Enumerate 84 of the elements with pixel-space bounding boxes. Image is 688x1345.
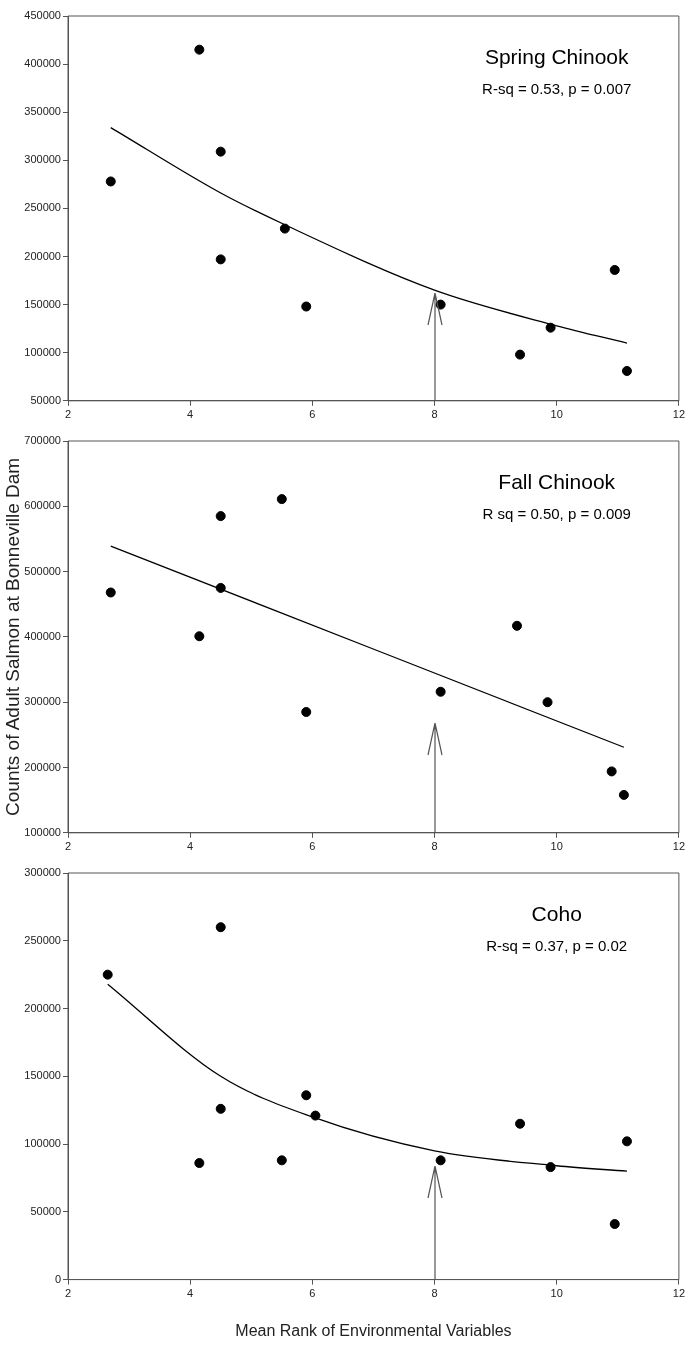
point — [215, 254, 226, 265]
y-tick-label: 600000 — [24, 499, 61, 512]
y-tick-label: 100000 — [24, 1137, 61, 1150]
point — [276, 494, 287, 505]
y-tick-label: 100000 — [24, 345, 61, 358]
x-tick-label: 12 — [672, 840, 686, 853]
y-tick-label: 250000 — [24, 933, 61, 946]
x-tick-label: 2 — [64, 840, 72, 853]
point — [215, 511, 226, 522]
y-axis-title: Counts of Adult Salmon at Bonneville Dam — [1, 457, 23, 816]
text: Fall Chinook — [498, 470, 616, 493]
point — [301, 707, 312, 717]
x-tick-label: 2 — [64, 1287, 72, 1300]
y-tick-label: 300000 — [24, 153, 61, 166]
point — [301, 1090, 312, 1101]
point — [609, 264, 620, 275]
point — [279, 223, 290, 234]
point — [215, 1103, 226, 1114]
y-tick-label: 200000 — [24, 249, 61, 262]
point — [194, 631, 205, 642]
y-tick-label: 250000 — [24, 201, 61, 214]
point — [515, 1118, 526, 1129]
text: R sq = 0.50, p = 0.009 — [482, 505, 631, 522]
point — [606, 766, 617, 777]
y-tick-label: 700000 — [24, 434, 61, 447]
x-tick-label: 8 — [431, 840, 438, 853]
point — [105, 587, 116, 598]
point — [276, 1155, 287, 1166]
y-tick-label: 200000 — [24, 1001, 61, 1014]
text: Spring Chinook — [484, 45, 629, 68]
line-series — [110, 126, 628, 344]
y-tick-label: 150000 — [24, 297, 61, 310]
point — [621, 1136, 632, 1147]
x-tick-label: 12 — [672, 1287, 686, 1300]
point — [194, 44, 205, 55]
x-tick-label: 4 — [187, 840, 194, 853]
y-tick-label: 50000 — [30, 393, 61, 406]
point — [301, 301, 312, 312]
point — [512, 620, 522, 631]
point — [102, 969, 113, 980]
point — [215, 922, 226, 933]
line-series — [107, 983, 628, 1172]
text: R-sq = 0.53, p = 0.007 — [482, 80, 632, 97]
x-tick-label: 6 — [309, 1287, 316, 1300]
point — [618, 789, 629, 800]
y-tick-label: 100000 — [24, 825, 61, 838]
y-tick-label: 500000 — [24, 564, 61, 577]
x-tick-label: 4 — [187, 408, 194, 421]
x-tick-label: 10 — [550, 408, 563, 421]
point — [105, 176, 116, 187]
point — [310, 1110, 321, 1121]
y-tick-label: 400000 — [24, 629, 61, 642]
point — [545, 322, 556, 333]
text: R-sq = 0.37, p = 0.02 — [486, 937, 628, 954]
text: Coho — [531, 902, 582, 925]
point — [435, 1155, 446, 1166]
x-tick-label: 8 — [431, 408, 438, 421]
y-tick-label: 150000 — [24, 1069, 61, 1082]
x-tick-label: 10 — [550, 1287, 563, 1300]
point — [215, 146, 226, 157]
x-tick-label: 6 — [309, 840, 316, 853]
point — [215, 582, 226, 593]
x-tick-label: 8 — [431, 1287, 438, 1300]
x-tick-label: 2 — [64, 408, 72, 421]
x-tick-label: 10 — [550, 840, 563, 853]
x-tick-label: 12 — [672, 408, 686, 421]
x-tick-label: 4 — [187, 1287, 194, 1300]
y-tick-label: 50000 — [30, 1204, 61, 1217]
point — [545, 1162, 556, 1173]
y-tick-label: 0 — [54, 1272, 61, 1285]
x-tick-label: 6 — [309, 408, 316, 421]
point — [609, 1219, 620, 1230]
x-axis-title: Mean Rank of Environmental Variables — [235, 1321, 512, 1339]
point — [435, 686, 446, 697]
y-tick-label: 450000 — [24, 9, 61, 22]
point — [194, 1158, 205, 1169]
y-tick-label: 400000 — [24, 57, 61, 70]
y-tick-label: 350000 — [24, 105, 61, 118]
point — [542, 697, 553, 708]
point — [515, 349, 526, 360]
y-tick-label: 200000 — [24, 760, 61, 773]
y-tick-label: 300000 — [24, 866, 61, 879]
y-tick-label: 300000 — [24, 695, 61, 708]
point — [621, 365, 632, 376]
